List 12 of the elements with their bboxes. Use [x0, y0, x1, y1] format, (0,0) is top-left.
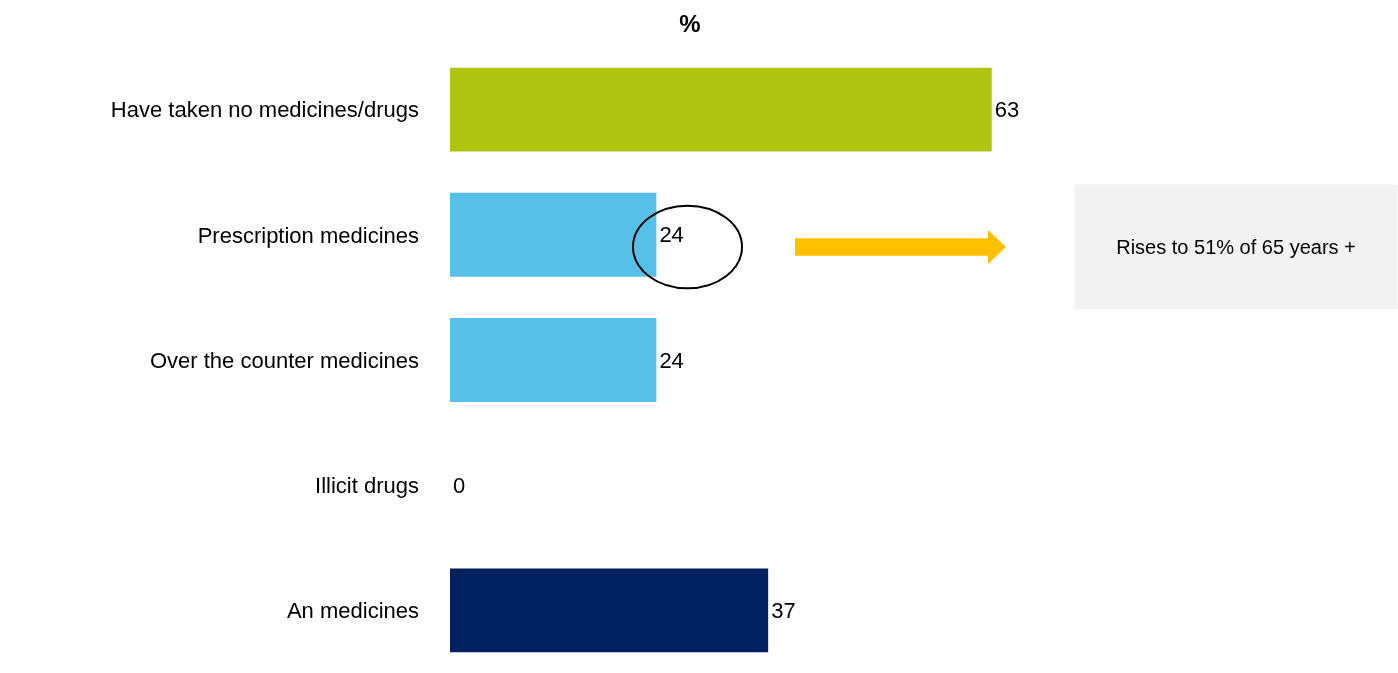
data-label: 37	[771, 597, 796, 623]
y-tick-label: Have taken no medicines/drugs	[110, 97, 419, 123]
y-tick-label: Over the counter medicines	[149, 347, 419, 373]
y-tick-label: An medicines	[286, 598, 419, 624]
data-label: 24	[659, 347, 684, 373]
chart-title: %	[679, 10, 701, 38]
text: Rises to 51% of 65 years +	[1116, 236, 1356, 258]
data-label: 24	[659, 222, 684, 248]
data-label: 0	[453, 472, 466, 498]
y-tick-label: Prescription medicines	[197, 222, 419, 248]
data-label: 63	[994, 97, 1020, 123]
y-tick-label: Illicit drugs	[315, 472, 419, 498]
